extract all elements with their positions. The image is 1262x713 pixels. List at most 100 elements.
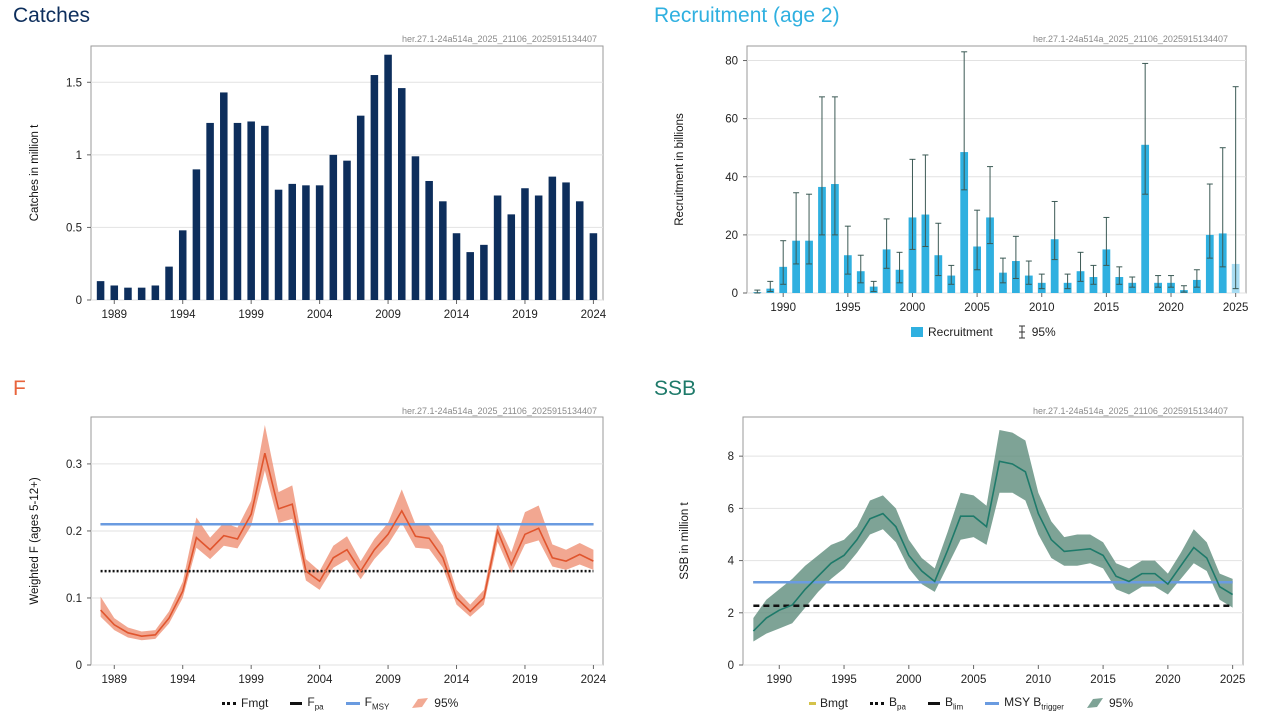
y-tick-label: 60 <box>725 114 738 126</box>
bar <box>818 186 826 293</box>
y-tick-label: 6 <box>728 503 734 515</box>
x-tick-label: 2004 <box>307 309 333 321</box>
legend-bmgt: Bmgt <box>809 696 848 710</box>
legend-bpa-label: Bpa <box>889 695 906 712</box>
bar <box>425 180 433 300</box>
bar <box>370 75 379 301</box>
y-tick-label: 0 <box>728 660 734 672</box>
legend-recruitment-swatch <box>911 327 923 337</box>
bar <box>921 214 930 293</box>
plot-frame <box>742 416 1244 666</box>
bar <box>96 281 105 300</box>
bar <box>908 217 917 293</box>
recruitment-title: Recruitment (age 2) <box>654 4 840 27</box>
y-tick-label: 80 <box>725 56 738 68</box>
x-tick-label: 1995 <box>831 674 857 686</box>
legend-recruitment-label: Recruitment <box>928 325 993 339</box>
bar <box>137 287 146 300</box>
x-tick-label: 2014 <box>444 309 470 321</box>
x-tick-label: 1995 <box>835 302 861 314</box>
legend-fmgt-swatch <box>222 701 236 705</box>
f-code: her.27.1-24a514a_2025_21106_202591513440… <box>401 406 597 416</box>
legend-msy-btrigger-label: MSY Btrigger <box>1004 695 1064 712</box>
series-line <box>752 460 1234 632</box>
catches-panel: Catches her.27.1-24a514a_2025_21106_2025… <box>0 0 631 356</box>
legend-recruitment-ci: 95% <box>1017 325 1056 339</box>
legend-fmgt-label: Fmgt <box>241 696 269 711</box>
x-tick-label: 2014 <box>444 674 470 686</box>
bar <box>548 176 557 300</box>
recruitment-panel: Recruitment (age 2) her.27.1-24a514a_202… <box>631 0 1262 356</box>
bar <box>960 152 969 293</box>
bar <box>110 285 119 300</box>
y-axis-label: SSB in million t <box>679 502 691 580</box>
y-tick-label: 0.2 <box>66 526 82 538</box>
bar <box>882 249 891 293</box>
bar <box>1102 249 1111 293</box>
bar <box>343 160 351 300</box>
x-tick-label: 2004 <box>307 674 333 686</box>
legend-fpa-label: Fpa <box>307 695 324 712</box>
bar <box>397 88 406 300</box>
bar <box>288 183 297 300</box>
x-tick-label: 1989 <box>101 309 127 321</box>
bar <box>302 185 310 300</box>
y-tick-label: 4 <box>728 556 735 568</box>
ssb-code: her.27.1-24a514a_2025_21106_202591513440… <box>1032 406 1228 416</box>
x-tick-label: 1990 <box>766 674 792 686</box>
legend-msy-btrigger-swatch <box>985 701 1000 705</box>
y-tick-label: 20 <box>725 230 738 242</box>
legend-recruitment-ci-label: 95% <box>1031 325 1056 339</box>
legend-bmgt-swatch <box>809 701 815 705</box>
bar <box>1115 277 1124 293</box>
y-axis-label: Recruitment in billions <box>674 113 686 226</box>
bar <box>1167 282 1175 293</box>
bar <box>1141 144 1150 293</box>
f-legend: Fmgt Fpa FMSY 95% <box>222 695 458 711</box>
x-tick-label: 2000 <box>896 674 922 686</box>
bar <box>589 233 598 300</box>
legend-bmgt-label: Bmgt <box>820 696 849 711</box>
bar <box>480 244 488 300</box>
bar <box>534 195 543 300</box>
bar <box>575 201 584 300</box>
catches-title: Catches <box>13 4 91 27</box>
ssb-panel: SSB her.27.1-24a514a_2025_21106_20259151… <box>631 357 1262 713</box>
bar <box>1154 282 1162 293</box>
bar <box>315 185 324 300</box>
ssb-legend: Bmgt Bpa Blim MSY Btrigger 95% <box>809 695 1133 711</box>
bar <box>1205 234 1214 293</box>
bar <box>411 156 420 300</box>
x-tick-label: 2009 <box>375 309 401 321</box>
bar <box>329 154 338 300</box>
errorbar-icon <box>1018 325 1025 339</box>
x-tick-label: 1999 <box>238 674 264 686</box>
x-tick-label: 2000 <box>900 302 926 314</box>
bar <box>124 287 132 300</box>
legend-fmgt: Fmgt <box>222 696 268 710</box>
x-tick-label: 2024 <box>581 674 607 686</box>
x-tick-label: 2015 <box>1094 302 1120 314</box>
y-tick-label: 0.3 <box>66 459 82 471</box>
bar <box>507 214 516 300</box>
bar <box>1128 282 1137 293</box>
bar <box>247 121 255 300</box>
legend-blim-label: Blim <box>944 695 964 712</box>
legend-fpa: Fpa <box>290 695 324 712</box>
ssb-chart: 0 2 4 6 8 1990 1995 2000 2005 2010 2015 2020 2025 SSB… <box>679 416 1246 686</box>
y-tick-label: 8 <box>728 451 734 463</box>
x-tick-label: 2025 <box>1220 674 1246 686</box>
legend-ssb-ci-label: 95% <box>1108 696 1134 711</box>
y-tick-label: 1 <box>76 150 82 162</box>
bar <box>384 54 392 300</box>
y-axis-label: Weighted F (ages 5-12+) <box>29 477 41 604</box>
ssb-title: SSB <box>654 377 697 400</box>
bar <box>493 195 502 300</box>
legend-f-ci-label: 95% <box>434 696 459 711</box>
bar <box>792 240 801 293</box>
y-tick-label: 0 <box>76 660 82 672</box>
recruitment-chart: 0 20 40 60 80 1990 1995 2000 2005 2010 2015 2020 202… <box>674 45 1248 314</box>
y-tick-label: 0 <box>732 288 738 300</box>
x-tick-label: 2020 <box>1158 302 1184 314</box>
bar <box>151 285 160 300</box>
